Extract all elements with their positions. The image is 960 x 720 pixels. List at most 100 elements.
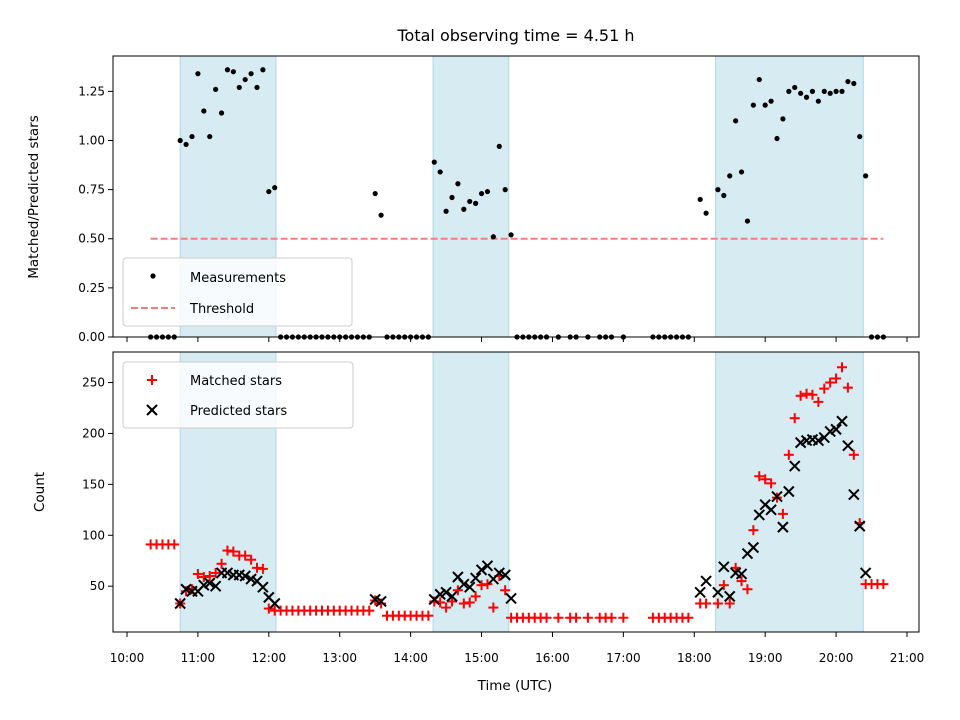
predicted-star-point	[446, 590, 458, 603]
matched-star-point	[712, 598, 723, 609]
measurement-point	[224, 67, 231, 73]
y-tick-label: 0.00	[78, 330, 105, 344]
matched-star-point	[257, 563, 268, 574]
matched-star-point	[482, 579, 493, 590]
predicted-star-point	[458, 578, 470, 590]
matched-star-point	[216, 558, 227, 569]
measurement-point	[786, 88, 792, 94]
matched-star-point	[240, 550, 251, 561]
legend-predicted-label: Predicted stars	[190, 404, 287, 419]
x-tick-label: 11:00	[181, 651, 216, 665]
predicted-star-point	[499, 569, 511, 581]
y-tick-label: 100	[82, 528, 105, 542]
matched-star-point	[553, 612, 564, 623]
matched-star-point	[222, 545, 233, 556]
matched-star-point	[831, 373, 842, 384]
matched-star-point	[837, 362, 847, 373]
measurement-point	[768, 98, 774, 104]
x-tick-label: 17:00	[606, 651, 641, 665]
predicted-star-point	[848, 488, 860, 501]
predicted-star-point	[747, 541, 760, 554]
x-tick-label: 18:00	[677, 651, 712, 665]
x-tick-label: 16:00	[535, 651, 570, 665]
matched-star-point	[571, 612, 582, 623]
predicted-star-point	[859, 567, 872, 579]
measurement-point	[827, 90, 833, 96]
matched-star-point	[228, 546, 239, 557]
measurement-point	[473, 200, 479, 206]
measurement-point	[798, 90, 804, 96]
matched-stars-series	[145, 362, 889, 623]
measurement-point	[857, 133, 863, 140]
top-shaded-intervals	[179, 55, 864, 338]
matched-star-point	[458, 598, 469, 609]
measurement-point	[230, 69, 236, 75]
y-tick-label: 1.00	[78, 133, 105, 147]
predicted-star-point	[753, 509, 765, 521]
legend-measurements-marker	[150, 273, 156, 279]
chart-title: Total observing time = 4.51 h	[396, 26, 634, 45]
bottom-x-axis: 10:00 11:00 12:00 13:00 14:00 15:00 16:00 17:00…	[110, 632, 924, 665]
predicted-star-point	[505, 592, 517, 605]
top-y-axis-label: Matched/Predicted stars	[26, 115, 42, 278]
predicted-star-point	[204, 577, 216, 589]
matched-star-point	[766, 478, 777, 489]
matched-star-point	[760, 474, 771, 485]
measurement-point	[484, 188, 491, 195]
measurement-point	[721, 192, 727, 199]
measurement-point	[780, 116, 786, 122]
y-tick-label: 1.25	[78, 84, 105, 98]
predicted-star-point	[836, 415, 848, 427]
x-tick-label: 13:00	[322, 651, 357, 665]
measurement-point	[738, 169, 745, 175]
measurement-point	[774, 135, 780, 142]
legend-matched-label: Matched stars	[190, 374, 282, 389]
shaded-interval	[715, 55, 864, 338]
measurement-point	[272, 185, 278, 191]
top-x-axis	[126, 337, 908, 342]
matched-star-point	[718, 580, 729, 591]
x-tick-label: 20:00	[819, 651, 854, 665]
measurement-point	[821, 88, 827, 94]
predicted-star-point	[174, 597, 186, 610]
measurement-point	[502, 187, 508, 193]
y-tick-label: 0.50	[78, 232, 105, 246]
matched-star-point	[813, 396, 824, 407]
measurement-point	[809, 88, 816, 94]
predicted-star-point	[765, 504, 777, 516]
matched-star-point	[606, 612, 617, 623]
predicted-star-point	[700, 575, 712, 587]
measurement-point	[762, 102, 768, 108]
measurement-point	[266, 188, 272, 195]
measurement-point	[496, 143, 502, 149]
x-tick-label: 19:00	[748, 651, 783, 665]
matched-star-point	[878, 579, 889, 590]
predicted-star-point	[735, 568, 748, 580]
matched-star-point	[777, 508, 788, 519]
predicted-star-point	[269, 597, 281, 610]
predicted-star-point	[854, 520, 866, 532]
y-tick-label: 0.25	[78, 281, 105, 295]
matched-star-point	[192, 568, 203, 579]
measurement-point	[207, 133, 213, 140]
matched-star-point	[447, 596, 457, 607]
measurement-point	[467, 198, 473, 205]
predicted-star-point	[257, 581, 269, 593]
matched-star-point	[582, 612, 593, 623]
predicted-star-point	[830, 423, 842, 436]
predicted-star-point	[771, 490, 783, 503]
matched-star-point	[541, 612, 552, 623]
legend-measurements-label: Measurements	[190, 271, 286, 286]
predicted-star-point	[440, 586, 452, 598]
matched-star-point	[795, 390, 806, 401]
measurement-point	[449, 194, 455, 201]
matched-star-point	[730, 562, 741, 573]
measurement-point	[727, 173, 733, 179]
matched-star-point	[801, 388, 812, 399]
y-tick-label: 0.75	[78, 183, 105, 197]
predicted-star-point	[464, 581, 476, 593]
matched-star-point	[441, 602, 452, 613]
matched-star-point	[807, 389, 818, 400]
legend-threshold-label: Threshold	[189, 302, 254, 317]
bottom-legend-box	[122, 361, 354, 429]
